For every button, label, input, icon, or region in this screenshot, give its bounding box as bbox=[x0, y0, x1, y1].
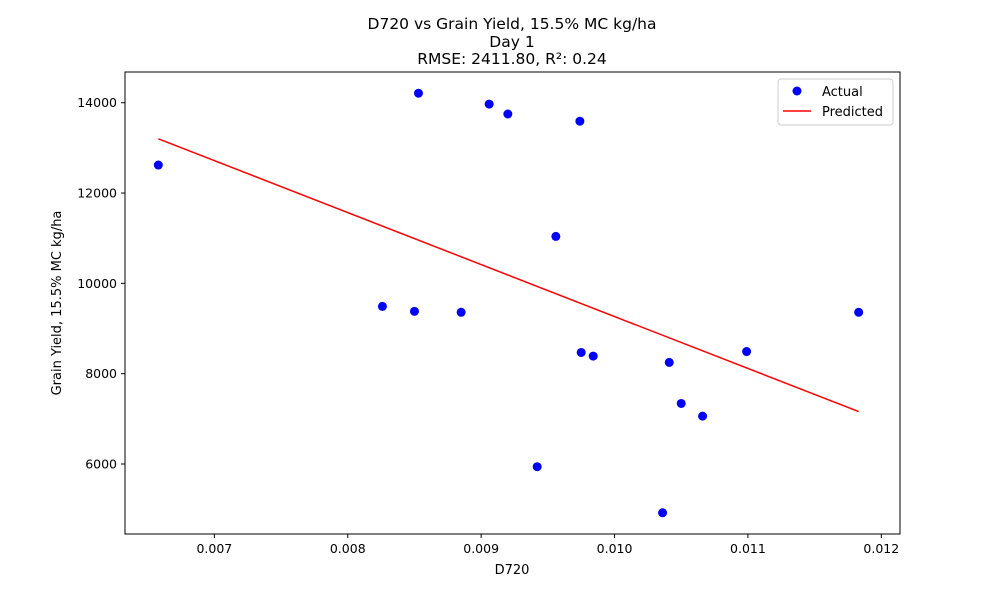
data-point bbox=[456, 307, 466, 317]
legend-marker-actual bbox=[792, 86, 802, 96]
x-tick-label: 0.007 bbox=[196, 541, 232, 556]
chart-title: D720 vs Grain Yield, 15.5% MC kg/ha Day … bbox=[368, 15, 657, 68]
data-point bbox=[664, 357, 674, 367]
y-tick-label: 14000 bbox=[77, 95, 117, 110]
y-axis-label: Grain Yield, 15.5% MC kg/ha bbox=[50, 211, 65, 396]
x-tick-label: 0.012 bbox=[863, 541, 899, 556]
x-tick-label: 0.009 bbox=[463, 541, 499, 556]
data-point bbox=[484, 99, 494, 109]
x-tick-label: 0.010 bbox=[597, 541, 633, 556]
title-line-1: D720 vs Grain Yield, 15.5% MC kg/ha bbox=[368, 15, 657, 33]
y-tick-label: 12000 bbox=[77, 186, 117, 201]
x-tick-label: 0.011 bbox=[730, 541, 766, 556]
predicted-line bbox=[158, 138, 859, 413]
y-tick-label: 8000 bbox=[85, 366, 117, 381]
data-point bbox=[742, 347, 752, 357]
data-point bbox=[532, 462, 542, 472]
data-point bbox=[576, 347, 586, 357]
data-point bbox=[854, 307, 864, 317]
data-point bbox=[153, 160, 163, 170]
data-point bbox=[503, 109, 513, 119]
x-axis-label: D720 bbox=[495, 563, 530, 578]
legend: Actual Predicted bbox=[777, 78, 894, 126]
data-point bbox=[413, 88, 423, 98]
x-axis-ticks: 0.007 0.008 0.009 0.010 0.011 0.012 bbox=[196, 534, 899, 556]
data-point bbox=[588, 351, 598, 361]
data-point bbox=[658, 508, 668, 518]
legend-label-actual: Actual bbox=[822, 85, 863, 100]
y-tick-label: 10000 bbox=[77, 276, 117, 291]
data-point bbox=[575, 116, 585, 126]
data-point bbox=[698, 411, 708, 421]
data-point bbox=[409, 306, 419, 316]
data-point bbox=[551, 231, 561, 241]
plot-area bbox=[124, 71, 901, 535]
actual-series bbox=[153, 88, 864, 518]
predicted-series bbox=[158, 138, 859, 413]
y-tick-label: 6000 bbox=[85, 457, 117, 472]
title-line-2: Day 1 bbox=[489, 33, 534, 51]
title-line-3: RMSE: 2411.80, R²: 0.24 bbox=[417, 50, 607, 68]
y-axis-ticks: 6000 8000 10000 12000 14000 bbox=[77, 95, 125, 472]
x-tick-label: 0.008 bbox=[330, 541, 366, 556]
legend-box bbox=[777, 78, 894, 126]
legend-label-predicted: Predicted bbox=[822, 105, 883, 120]
data-point bbox=[676, 398, 686, 408]
data-point bbox=[377, 301, 387, 311]
